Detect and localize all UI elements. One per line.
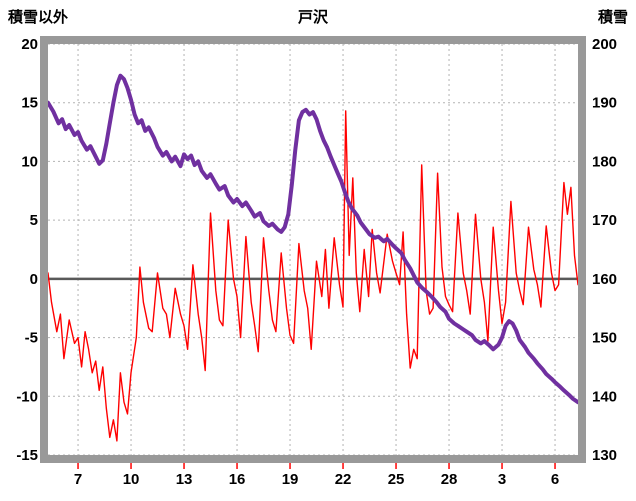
x-tick-label: 28 [441, 471, 458, 488]
x-tick-label: 25 [388, 471, 405, 488]
left-tick-label: 15 [21, 95, 38, 112]
x-tick-label: 6 [551, 471, 559, 488]
right-axis-label: 積雪 [597, 9, 628, 26]
right-tick-label: 130 [592, 447, 617, 464]
x-tick-label: 7 [74, 471, 82, 488]
x-tick-label: 16 [229, 471, 246, 488]
left-tick-label: 0 [30, 271, 38, 288]
left-axis-label: 積雪以外 [8, 9, 69, 26]
left-tick-label: 10 [21, 153, 38, 170]
left-tick-label: -15 [16, 447, 38, 464]
left-tick-label: 20 [21, 36, 38, 53]
x-tick-label: 22 [335, 471, 352, 488]
x-tick-label: 13 [176, 471, 193, 488]
right-tick-label: 200 [592, 36, 617, 53]
chart-title: 戸沢 [297, 9, 328, 26]
right-tick-label: 150 [592, 330, 617, 347]
series-line-left [47, 110, 579, 442]
x-tick-label: 19 [282, 471, 299, 488]
right-tick-label: 170 [592, 212, 617, 229]
left-tick-label: -10 [16, 388, 38, 405]
x-tick-label: 10 [123, 471, 140, 488]
right-tick-label: 180 [592, 153, 617, 170]
right-tick-label: 190 [592, 95, 617, 112]
left-tick-label: -5 [25, 330, 38, 347]
x-tick-label: 3 [498, 471, 506, 488]
right-tick-label: 160 [592, 271, 617, 288]
plot-frame [40, 36, 586, 463]
series-line-right [46, 73, 580, 405]
left-tick-label: 5 [30, 212, 38, 229]
right-tick-label: 140 [592, 388, 617, 405]
